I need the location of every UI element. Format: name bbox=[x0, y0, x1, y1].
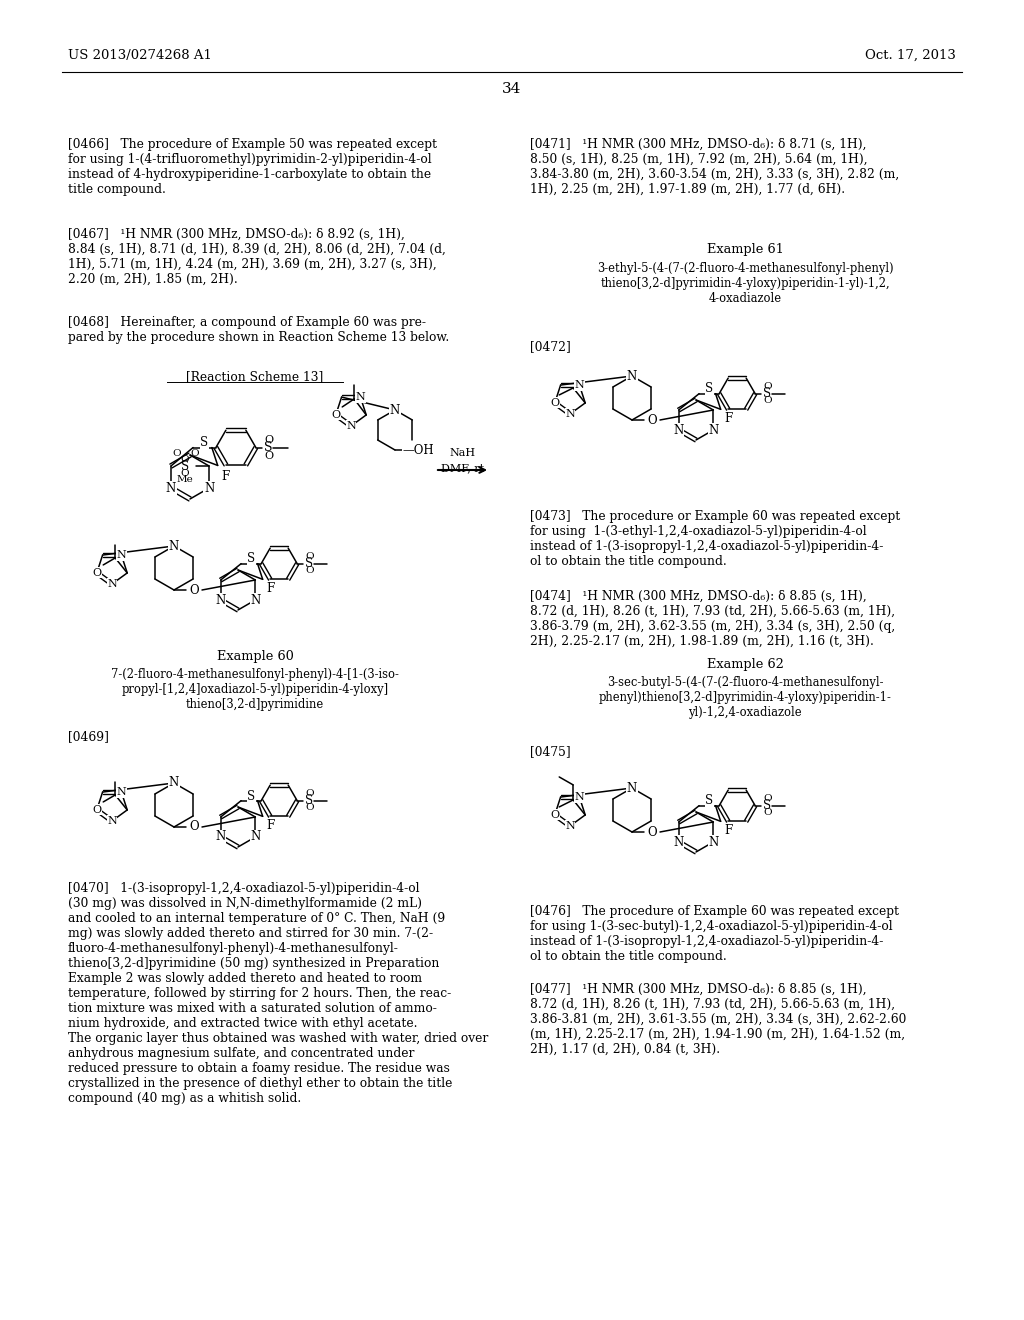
Text: [0466]   The procedure of Example 50 was repeated except
for using 1-(4-trifluor: [0466] The procedure of Example 50 was r… bbox=[68, 139, 437, 195]
Text: 7-(2-fluoro-4-methanesulfonyl-phenyl)-4-[1-(3-iso-
propyl-[1,2,4]oxadiazol-5-yl): 7-(2-fluoro-4-methanesulfonyl-phenyl)-4-… bbox=[111, 668, 399, 711]
Text: NaH: NaH bbox=[450, 447, 476, 458]
Text: N: N bbox=[565, 821, 574, 832]
Text: [0470]   1-(3-isopropyl-1,2,4-oxadiazol-5-yl)piperidin-4-ol
(30 mg) was dissolve: [0470] 1-(3-isopropyl-1,2,4-oxadiazol-5-… bbox=[68, 882, 488, 1105]
Text: O: O bbox=[550, 810, 559, 820]
Text: O: O bbox=[181, 454, 189, 463]
Text: N: N bbox=[709, 424, 719, 437]
Text: [0477]   ¹H NMR (300 MHz, DMSO-d₆): δ 8.85 (s, 1H),
8.72 (d, 1H), 8.26 (t, 1H), : [0477] ¹H NMR (300 MHz, DMSO-d₆): δ 8.85… bbox=[530, 983, 906, 1056]
Text: [0471]   ¹H NMR (300 MHz, DMSO-d₆): δ 8.71 (s, 1H),
8.50 (s, 1H), 8.25 (m, 1H), : [0471] ¹H NMR (300 MHz, DMSO-d₆): δ 8.71… bbox=[530, 139, 899, 195]
Text: F: F bbox=[724, 412, 732, 425]
Text: O: O bbox=[763, 396, 772, 405]
Text: 3-sec-butyl-5-(4-(7-(2-fluoro-4-methanesulfonyl-
phenyl)thieno[3,2-d]pyrimidin-4: 3-sec-butyl-5-(4-(7-(2-fluoro-4-methanes… bbox=[599, 676, 892, 719]
Text: [0468]   Hereinafter, a compound of Example 60 was pre-
pared by the procedure s: [0468] Hereinafter, a compound of Exampl… bbox=[68, 315, 450, 345]
Text: N: N bbox=[565, 409, 574, 418]
Text: S: S bbox=[763, 799, 771, 812]
Text: O: O bbox=[181, 469, 189, 478]
Text: N: N bbox=[216, 594, 226, 606]
Text: O: O bbox=[264, 450, 273, 461]
Text: N: N bbox=[627, 781, 637, 795]
Text: N: N bbox=[574, 380, 585, 389]
Text: O: O bbox=[305, 552, 313, 561]
Text: O: O bbox=[190, 450, 200, 458]
Text: S: S bbox=[181, 459, 189, 473]
Text: O: O bbox=[763, 795, 772, 803]
Text: S: S bbox=[305, 795, 313, 807]
Text: DMF, rt: DMF, rt bbox=[441, 463, 484, 473]
Text: O: O bbox=[173, 450, 181, 458]
Text: O: O bbox=[763, 383, 772, 391]
Text: N: N bbox=[355, 392, 366, 403]
Text: [0472]: [0472] bbox=[530, 341, 570, 352]
Text: [0467]   ¹H NMR (300 MHz, DMSO-d₆): δ 8.92 (s, 1H),
8.84 (s, 1H), 8.71 (d, 1H), : [0467] ¹H NMR (300 MHz, DMSO-d₆): δ 8.92… bbox=[68, 228, 445, 286]
Text: N: N bbox=[169, 776, 179, 789]
Text: N: N bbox=[574, 792, 585, 803]
Text: N: N bbox=[108, 579, 117, 589]
Text: Me: Me bbox=[177, 475, 194, 484]
Text: [Reaction Scheme 13]: [Reaction Scheme 13] bbox=[186, 370, 324, 383]
Text: [0475]: [0475] bbox=[530, 744, 570, 758]
Text: N: N bbox=[204, 482, 214, 495]
Text: S: S bbox=[247, 789, 255, 803]
Text: O: O bbox=[92, 805, 101, 814]
Text: —OH: —OH bbox=[402, 444, 434, 457]
Text: O: O bbox=[264, 434, 273, 445]
Text: O: O bbox=[92, 568, 101, 578]
Text: O: O bbox=[763, 808, 772, 817]
Text: O: O bbox=[550, 397, 559, 408]
Text: Example 62: Example 62 bbox=[707, 657, 783, 671]
Text: Example 60: Example 60 bbox=[216, 649, 294, 663]
Text: F: F bbox=[724, 824, 732, 837]
Text: O: O bbox=[647, 413, 656, 426]
Text: US 2013/0274268 A1: US 2013/0274268 A1 bbox=[68, 49, 212, 62]
Text: N: N bbox=[117, 550, 126, 560]
Text: 3-ethyl-5-(4-(7-(2-fluoro-4-methanesulfonyl-phenyl)
thieno[3,2-d]pyrimidin-4-ylo: 3-ethyl-5-(4-(7-(2-fluoro-4-methanesulfo… bbox=[597, 261, 893, 305]
Text: O: O bbox=[305, 803, 313, 812]
Text: Example 61: Example 61 bbox=[707, 243, 783, 256]
Text: F: F bbox=[222, 470, 230, 483]
Text: O: O bbox=[189, 821, 199, 833]
Text: S: S bbox=[706, 383, 714, 396]
Text: O: O bbox=[305, 789, 313, 799]
Text: O: O bbox=[305, 566, 313, 576]
Text: F: F bbox=[266, 818, 274, 832]
Text: N: N bbox=[250, 594, 260, 606]
Text: N: N bbox=[117, 787, 126, 797]
Text: S: S bbox=[247, 553, 255, 565]
Text: 34: 34 bbox=[503, 82, 521, 96]
Text: N: N bbox=[346, 421, 356, 432]
Text: [0476]   The procedure of Example 60 was repeated except
for using 1-(3-sec-buty: [0476] The procedure of Example 60 was r… bbox=[530, 906, 899, 964]
Text: N: N bbox=[169, 540, 179, 553]
Text: F: F bbox=[266, 582, 274, 595]
Text: N: N bbox=[108, 816, 117, 826]
Text: S: S bbox=[305, 557, 313, 570]
Text: S: S bbox=[763, 387, 771, 400]
Text: N: N bbox=[390, 404, 400, 417]
Text: [0474]   ¹H NMR (300 MHz, DMSO-d₆): δ 8.85 (s, 1H),
8.72 (d, 1H), 8.26 (t, 1H), : [0474] ¹H NMR (300 MHz, DMSO-d₆): δ 8.85… bbox=[530, 590, 895, 648]
Text: S: S bbox=[264, 441, 272, 454]
Text: O: O bbox=[331, 411, 340, 420]
Text: O: O bbox=[647, 825, 656, 838]
Text: N: N bbox=[674, 424, 684, 437]
Text: N: N bbox=[627, 370, 637, 383]
Text: N: N bbox=[709, 836, 719, 849]
Text: N: N bbox=[674, 836, 684, 849]
Text: N: N bbox=[216, 830, 226, 843]
Text: N: N bbox=[166, 482, 176, 495]
Text: [0473]   The procedure or Example 60 was repeated except
for using  1-(3-ethyl-1: [0473] The procedure or Example 60 was r… bbox=[530, 510, 900, 568]
Text: Oct. 17, 2013: Oct. 17, 2013 bbox=[865, 49, 956, 62]
Text: N: N bbox=[250, 830, 260, 843]
Text: [0469]: [0469] bbox=[68, 730, 109, 743]
Text: S: S bbox=[706, 795, 714, 808]
Text: S: S bbox=[201, 436, 209, 449]
Text: O: O bbox=[189, 583, 199, 597]
